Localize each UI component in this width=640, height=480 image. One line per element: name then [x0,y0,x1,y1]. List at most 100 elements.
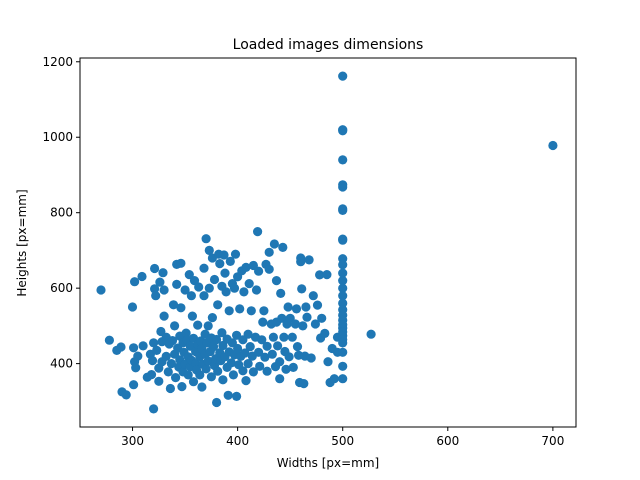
data-point [262,366,272,376]
data-point [184,270,194,280]
data-point [149,404,159,414]
data-point [171,373,181,383]
data-point [221,287,231,297]
data-point [287,332,297,342]
data-point [150,284,160,294]
data-point [177,382,187,392]
data-point [297,284,307,294]
data-point [212,397,222,408]
data-point [306,353,316,363]
data-point [301,302,311,312]
data-point [299,379,309,389]
data-point [338,298,348,308]
data-point [235,304,245,314]
data-point [172,279,182,289]
data-point [152,345,162,355]
data-point [176,303,186,313]
data-point [167,336,178,346]
data-point [281,364,291,374]
data-point [168,300,179,310]
data-point [159,285,169,295]
data-point [275,374,285,384]
data-point [338,155,348,165]
data-point [215,259,225,269]
data-point [195,370,205,380]
data-point [310,319,320,329]
data-point [204,283,214,293]
data-point [149,338,159,348]
data-point [233,343,243,354]
data-point [259,306,269,316]
data-point [183,370,193,380]
data-point [338,347,348,357]
data-point [199,291,209,301]
data-point [338,205,348,215]
data-point [147,356,158,366]
data-point [197,382,207,392]
data-point [241,376,251,386]
x-tick-label: 500 [331,434,354,448]
data-point [338,338,348,348]
data-point [248,367,258,377]
data-point [138,341,148,351]
chart-title: Loaded images dimensions [233,37,424,53]
data-point [225,256,235,266]
x-tick-label: 400 [226,434,249,448]
data-point [186,291,196,301]
data-point [161,351,171,361]
data-point [276,288,286,298]
y-tick-label: 1200 [42,55,73,69]
points-layer [96,71,558,414]
data-point [264,247,274,257]
data-point [158,268,168,278]
data-point [104,335,114,345]
data-point [155,277,165,287]
data-point [548,140,558,151]
x-axis-ticks: 300 400 500 600 700 [121,427,564,448]
data-point [251,285,262,295]
data-point [240,348,250,358]
data-point [204,245,214,255]
data-point [254,347,264,357]
data-point [232,391,242,401]
data-point [245,342,255,352]
y-tick-label: 800 [50,206,73,220]
data-point [338,283,348,293]
data-point [322,270,332,280]
data-point [302,312,312,322]
data-point [218,375,228,385]
data-point [213,366,223,376]
data-point [246,306,256,316]
data-point [338,126,348,136]
data-point [241,262,251,272]
data-point [223,390,233,400]
data-point [308,291,318,301]
data-point [338,361,348,371]
data-point [150,263,160,274]
data-point [338,71,348,81]
data-point [264,264,274,274]
data-point [217,328,227,338]
data-point [253,227,263,237]
data-point [244,279,254,289]
data-point [283,302,293,312]
data-point [284,352,294,362]
data-point [338,235,348,245]
data-point [199,263,209,273]
data-point [338,260,348,270]
data-point [254,266,264,276]
data-point [193,320,203,330]
data-point [320,328,330,338]
data-point [121,390,131,400]
data-point [257,335,267,345]
data-point [298,321,308,331]
y-axis-label: Heights [px=mm] [15,189,29,296]
data-point [312,300,323,310]
y-tick-label: 400 [50,357,73,371]
data-point [288,362,298,372]
data-point [273,341,283,351]
data-point [258,317,268,327]
data-point [239,287,249,297]
data-point [338,374,348,384]
